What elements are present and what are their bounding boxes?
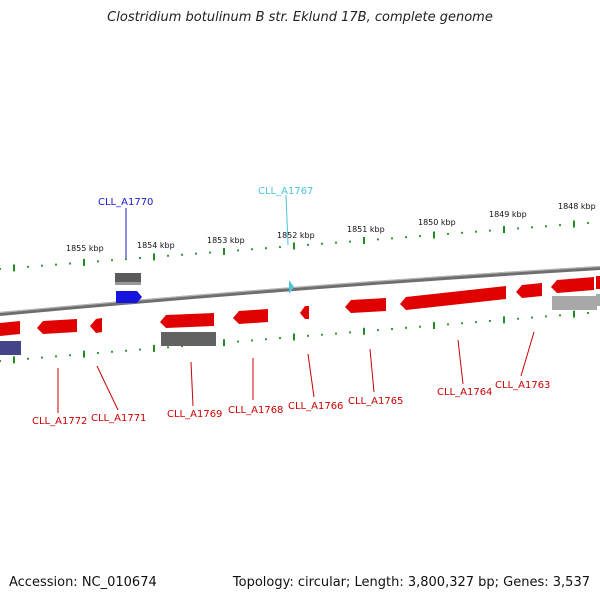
pseudogene-feature[interactable] xyxy=(596,294,600,306)
gene-label[interactable]: CLL_A1763 xyxy=(495,380,550,391)
gene-feature-CLL_A1766[interactable] xyxy=(300,306,309,319)
accession-text: Accession: NC_010674 xyxy=(9,575,157,590)
gene-label[interactable]: CLL_A1764 xyxy=(437,387,492,398)
lower-tick-track xyxy=(0,310,589,364)
tick-label: 1853 kbp xyxy=(207,236,245,245)
gene-feature-CLL_A1769[interactable] xyxy=(160,313,214,328)
forward-gene-labels: CLL_A1770 CLL_A1767 xyxy=(98,186,313,258)
reverse-strand-features xyxy=(0,276,600,355)
gene-feature-CLL_A1767[interactable] xyxy=(289,280,294,294)
pseudogene-feature-shade xyxy=(115,282,141,285)
genome-backbone xyxy=(0,266,600,316)
rna-feature[interactable] xyxy=(0,341,21,355)
gene-feature-CLL_A1770[interactable] xyxy=(116,291,142,303)
gene-label[interactable]: CLL_A1772 xyxy=(32,416,87,427)
gene-label[interactable]: CLL_A1769 xyxy=(167,409,222,420)
gene-label[interactable]: CLL_A1771 xyxy=(91,413,146,424)
tick-label: 1852 kbp xyxy=(277,231,315,240)
pseudogene-feature[interactable] xyxy=(161,332,216,346)
gene-label[interactable]: CLL_A1767 xyxy=(258,186,313,197)
tick-label: 1849 kbp xyxy=(489,210,527,219)
gene-feature-CLL_A1768[interactable] xyxy=(233,309,268,324)
pseudogene-feature[interactable] xyxy=(552,296,597,310)
tick-label: 1854 kbp xyxy=(137,241,175,250)
tick-label: 1848 kbp xyxy=(558,202,596,211)
gene-feature-CLL_A1772[interactable] xyxy=(37,319,77,334)
genome-backbone-highlight xyxy=(0,265,600,314)
map-title: Clostridium botulinum B str. Eklund 17B,… xyxy=(107,10,493,25)
tick-label: 1851 kbp xyxy=(347,225,385,234)
gene-feature[interactable] xyxy=(516,283,542,298)
genome-summary-text: Topology: circular; Length: 3,800,327 bp… xyxy=(232,575,590,590)
gene-label[interactable]: CLL_A1766 xyxy=(288,401,343,412)
gene-label[interactable]: CLL_A1770 xyxy=(98,197,153,208)
gene-label[interactable]: CLL_A1768 xyxy=(228,405,283,416)
gene-feature-CLL_A1765[interactable] xyxy=(345,298,386,313)
gene-feature[interactable] xyxy=(0,321,20,336)
gene-feature-CLL_A1771[interactable] xyxy=(90,318,102,333)
reverse-gene-labels: CLL_A1772 CLL_A1771 CLL_A1769 CLL_A1768 … xyxy=(32,331,550,427)
gene-feature[interactable] xyxy=(596,276,600,289)
gene-label[interactable]: CLL_A1765 xyxy=(348,396,403,407)
tick-label: 1855 kbp xyxy=(66,244,104,253)
forward-strand-features xyxy=(115,273,294,303)
gene-feature-CLL_A1764[interactable] xyxy=(400,286,506,310)
tick-label: 1850 kbp xyxy=(418,218,456,227)
upper-tick-track xyxy=(0,220,589,272)
gene-feature-CLL_A1763[interactable] xyxy=(551,277,594,293)
